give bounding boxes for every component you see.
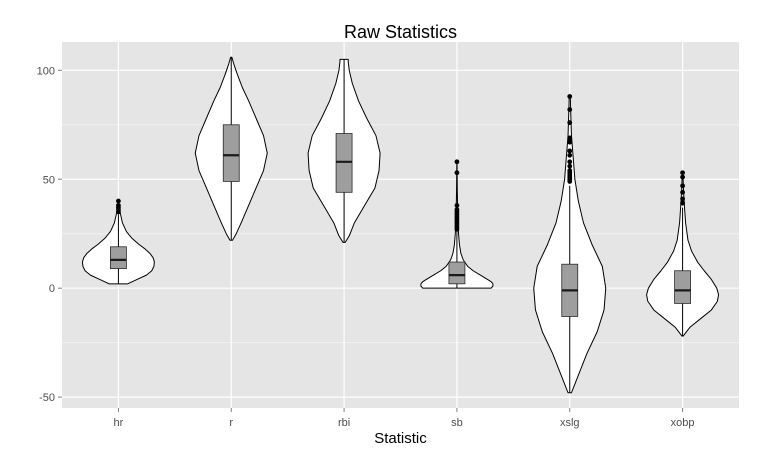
outlier-point xyxy=(454,207,460,213)
outlier-point xyxy=(567,168,573,173)
x-tick-label-xobp: xobp xyxy=(671,417,695,429)
x-tick-label-sb: sb xyxy=(451,417,463,429)
outlier-point xyxy=(116,198,121,204)
y-tick-label: 100 xyxy=(37,65,55,77)
chart-title: Raw Statistics xyxy=(344,22,457,42)
outlier-point xyxy=(116,202,121,208)
x-tick-label-r: r xyxy=(229,417,233,429)
y-tick-label: 50 xyxy=(43,174,55,186)
x-tick-label-xslg: xslg xyxy=(560,417,580,429)
y-axis-ticks: -50 0 50 100 xyxy=(37,65,62,404)
violin-sb xyxy=(420,159,494,289)
box xyxy=(110,246,127,269)
box xyxy=(674,270,691,304)
outlier-point xyxy=(567,107,573,112)
box xyxy=(222,124,240,182)
box xyxy=(448,261,466,285)
outlier-point xyxy=(680,196,685,202)
y-tick-label: 0 xyxy=(49,283,55,295)
x-tick-label-rbi: rbi xyxy=(338,417,350,429)
violin-rbi xyxy=(307,58,381,243)
plot-panel xyxy=(62,42,739,408)
outlier-point xyxy=(567,94,573,99)
outlier-point xyxy=(567,152,573,158)
outlier-point xyxy=(567,159,573,165)
outlier-point xyxy=(680,183,685,189)
outlier-point xyxy=(567,163,573,169)
outlier-point xyxy=(454,202,460,208)
outlier-point xyxy=(680,174,685,180)
y-tick-label: -50 xyxy=(39,392,55,404)
outlier-point xyxy=(567,135,573,141)
outlier-point xyxy=(567,148,573,154)
violin-r xyxy=(194,56,268,241)
violins xyxy=(81,56,720,394)
x-axis-label: Statistic xyxy=(374,430,427,447)
outlier-point xyxy=(567,120,573,126)
outlier-point xyxy=(454,170,460,176)
outlier-point xyxy=(680,189,685,195)
violin-hr xyxy=(81,198,155,285)
outlier-point xyxy=(454,159,460,165)
outlier-point xyxy=(680,170,685,176)
violin-xobp xyxy=(646,170,720,337)
x-axis-ticks: hr r rbi sb xslg xobp xyxy=(114,408,695,429)
outlier-point xyxy=(680,200,685,206)
violin-xslg xyxy=(533,94,607,394)
x-tick-label-hr: hr xyxy=(114,417,124,429)
